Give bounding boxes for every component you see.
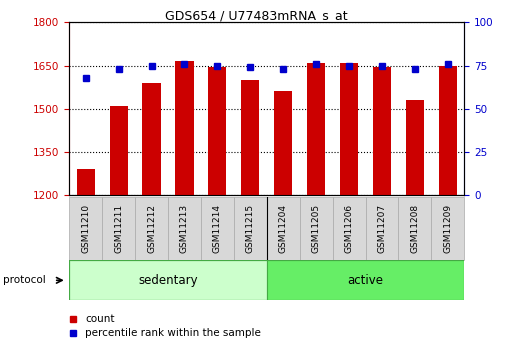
Text: GSM11211: GSM11211 <box>114 204 123 253</box>
FancyBboxPatch shape <box>102 197 135 260</box>
Bar <box>307 63 325 195</box>
Text: GSM11212: GSM11212 <box>147 204 156 253</box>
FancyBboxPatch shape <box>365 197 399 260</box>
Bar <box>143 83 161 195</box>
Bar <box>208 67 226 195</box>
FancyBboxPatch shape <box>168 197 201 260</box>
Text: GSM11214: GSM11214 <box>213 204 222 253</box>
FancyBboxPatch shape <box>399 197 431 260</box>
FancyBboxPatch shape <box>69 197 102 260</box>
Text: sedentary: sedentary <box>138 274 198 287</box>
Text: GSM11208: GSM11208 <box>410 204 420 253</box>
Text: protocol: protocol <box>3 275 45 285</box>
FancyBboxPatch shape <box>300 197 332 260</box>
FancyBboxPatch shape <box>69 260 267 300</box>
Text: count: count <box>85 314 114 324</box>
Text: GSM11207: GSM11207 <box>378 204 386 253</box>
Bar <box>406 100 424 195</box>
FancyBboxPatch shape <box>332 197 365 260</box>
Text: GSM11215: GSM11215 <box>246 204 255 253</box>
Bar <box>110 106 128 195</box>
Bar <box>241 80 260 195</box>
Bar <box>274 91 292 195</box>
Text: GSM11213: GSM11213 <box>180 204 189 253</box>
FancyBboxPatch shape <box>201 197 234 260</box>
Text: GDS654 / U77483mRNA_s_at: GDS654 / U77483mRNA_s_at <box>165 9 348 22</box>
FancyBboxPatch shape <box>267 197 300 260</box>
Text: GSM11204: GSM11204 <box>279 204 288 253</box>
Text: GSM11210: GSM11210 <box>81 204 90 253</box>
FancyBboxPatch shape <box>267 260 464 300</box>
Bar <box>175 61 193 195</box>
Text: active: active <box>347 274 384 287</box>
Text: GSM11209: GSM11209 <box>443 204 452 253</box>
Text: GSM11205: GSM11205 <box>311 204 321 253</box>
Bar <box>340 63 358 195</box>
FancyBboxPatch shape <box>431 197 464 260</box>
Text: percentile rank within the sample: percentile rank within the sample <box>85 328 261 338</box>
Bar <box>439 66 457 195</box>
Bar <box>373 67 391 195</box>
Text: GSM11206: GSM11206 <box>345 204 353 253</box>
Bar <box>76 169 95 195</box>
FancyBboxPatch shape <box>234 197 267 260</box>
FancyBboxPatch shape <box>135 197 168 260</box>
